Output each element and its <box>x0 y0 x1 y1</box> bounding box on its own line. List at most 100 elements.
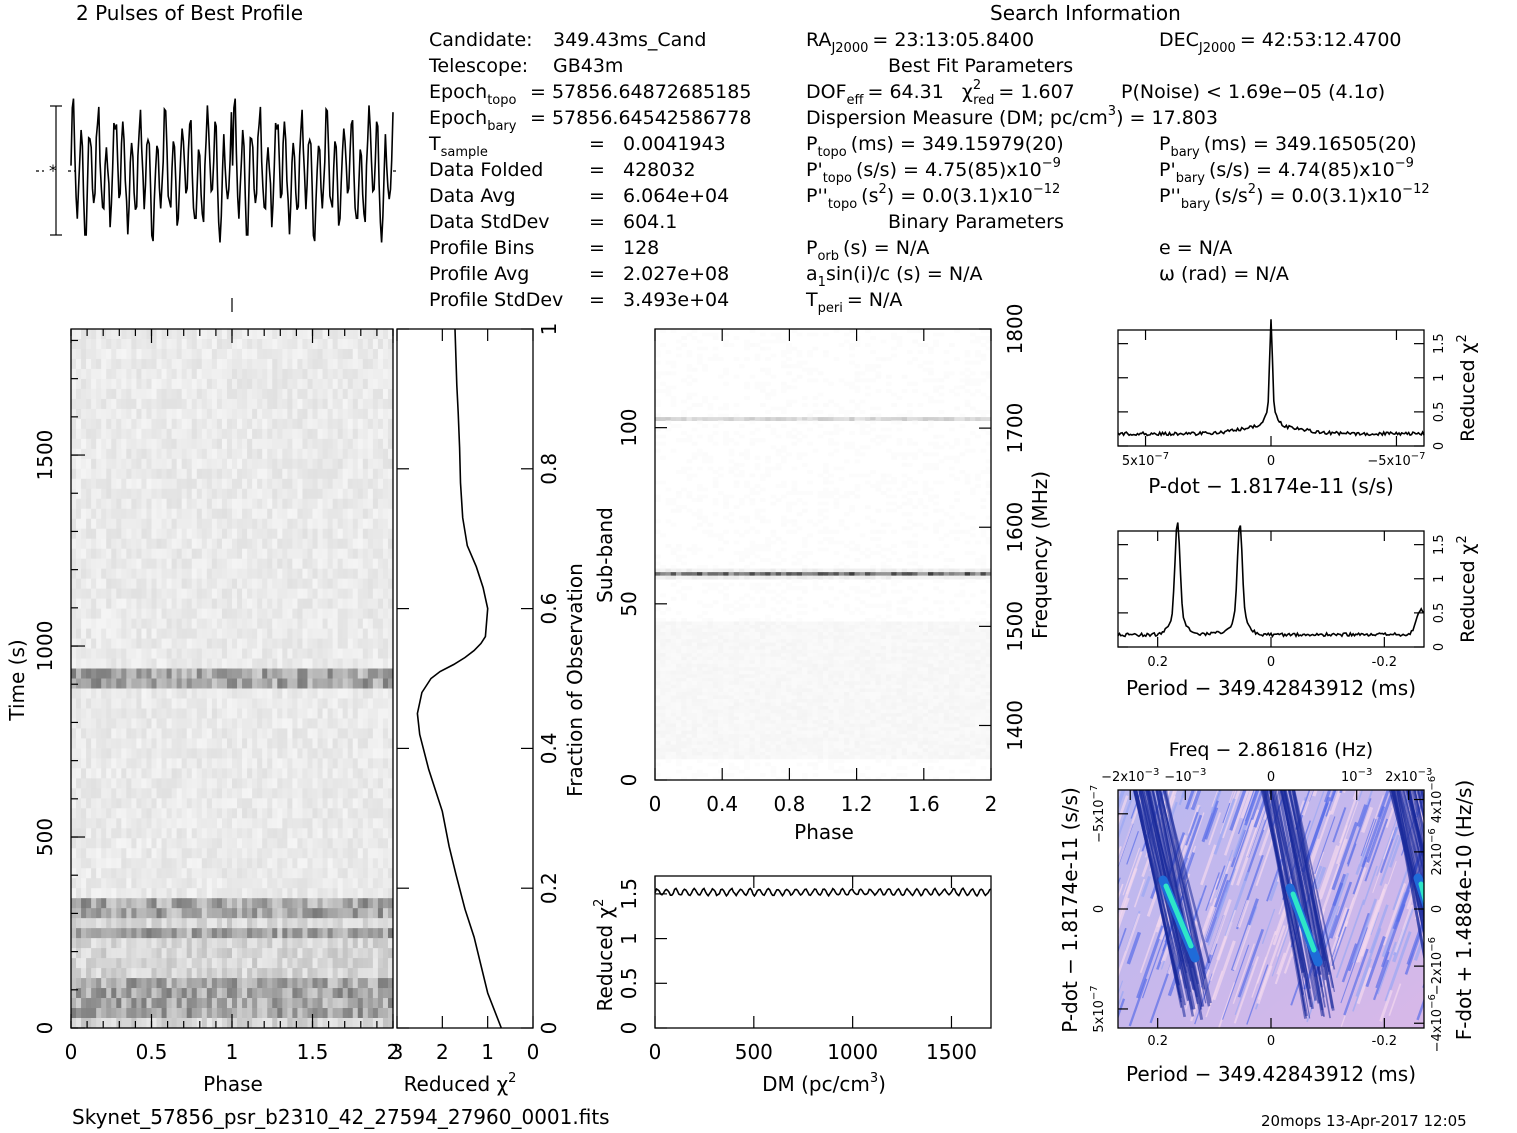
time-phase-cell <box>337 878 344 889</box>
time-phase-cell <box>347 538 354 550</box>
time-phase-cell <box>292 338 298 350</box>
subband-cell <box>686 353 693 358</box>
time-phase-cell <box>282 438 288 450</box>
subband-cell <box>781 388 787 393</box>
time-phase-cell <box>216 408 223 420</box>
time-phase-cell <box>221 329 228 340</box>
subband-cell <box>849 343 855 348</box>
time-phase-cell <box>176 668 183 679</box>
time-phase-cell <box>111 738 117 749</box>
time-phase-cell <box>332 348 339 360</box>
time-phase-cell <box>156 808 162 819</box>
time-phase-cell <box>247 918 253 929</box>
time-phase-cell <box>232 368 238 380</box>
time-phase-cell <box>282 588 288 600</box>
time-phase-cell <box>226 788 233 799</box>
time-phase-cell <box>71 1008 77 1019</box>
time-phase-cell <box>116 698 122 709</box>
time-phase-cell <box>357 418 364 430</box>
time-phase-cell <box>247 848 253 859</box>
time-phase-cell <box>161 678 167 689</box>
info-value: 428032 <box>623 159 696 181</box>
time-phase-cell <box>292 688 298 699</box>
time-phase-cell <box>96 618 102 629</box>
time-phase-cell <box>317 638 323 649</box>
time-phase-cell <box>166 848 173 859</box>
time-phase-cell <box>131 908 137 919</box>
time-phase-cell <box>221 358 228 370</box>
time-phase-cell <box>141 448 147 460</box>
time-phase-cell <box>181 358 188 370</box>
time-phase-cell <box>357 888 364 899</box>
time-phase-cell <box>247 748 253 759</box>
time-phase-cell <box>76 458 82 470</box>
time-phase-cell <box>186 548 193 560</box>
time-phase-cell <box>317 578 323 590</box>
time-phase-cell <box>166 598 173 609</box>
time-phase-cell <box>352 838 359 849</box>
time-phase-cell <box>357 608 364 619</box>
time-phase-cell <box>186 648 193 659</box>
time-phase-cell <box>322 808 328 819</box>
time-phase-cell <box>267 808 273 819</box>
time-phase-cell <box>86 948 92 959</box>
time-phase-cell <box>277 978 283 989</box>
time-phase-cell <box>297 768 303 779</box>
time-phase-cell <box>277 1008 283 1019</box>
time-phase-cell <box>257 498 263 510</box>
time-phase-cell <box>131 828 137 839</box>
time-phase-cell <box>121 688 127 699</box>
time-phase-cell <box>232 628 238 639</box>
time-phase-cell <box>166 948 173 959</box>
time-phase-cell <box>297 558 303 570</box>
time-phase-cell <box>216 988 223 999</box>
time-phase-cell <box>131 438 137 450</box>
time-phase-cell <box>327 388 334 400</box>
time-phase-cell <box>176 478 183 490</box>
time-phase-cell <box>131 338 137 350</box>
time-phase-cell <box>282 718 288 729</box>
subband-cell <box>886 357 892 362</box>
time-phase-cell <box>156 858 162 869</box>
time-phase-cell <box>71 438 77 450</box>
time-phase-cell <box>347 888 354 899</box>
time-phase-cell <box>322 648 328 659</box>
time-phase-cell <box>216 468 223 480</box>
time-phase-cell <box>146 688 152 699</box>
time-phase-cell <box>382 808 389 819</box>
subband-cell <box>907 360 913 365</box>
time-phase-cell <box>101 938 107 949</box>
time-phase-cell <box>257 728 263 739</box>
time-phase-cell <box>237 728 243 739</box>
time-phase-cell <box>86 568 92 580</box>
time-phase-cell <box>91 748 97 759</box>
time-phase-cell <box>181 628 188 639</box>
time-phase-cell <box>382 398 389 410</box>
time-phase-cell <box>191 898 198 909</box>
subband-cell <box>660 343 666 348</box>
time-phase-cell <box>267 608 273 619</box>
time-phase-cell <box>362 648 369 659</box>
time-phase-cell <box>91 938 97 949</box>
time-phase-cell <box>387 758 394 769</box>
time-phase-cell <box>372 988 379 999</box>
time-phase-cell <box>262 648 268 659</box>
time-phase-cell <box>221 738 228 749</box>
subband-cell <box>812 378 819 383</box>
time-phase-cell <box>106 708 112 719</box>
time-phase-cell <box>101 598 107 609</box>
subband-cell <box>781 364 787 369</box>
time-phase-cell <box>347 948 354 959</box>
time-phase-cell <box>201 558 208 570</box>
subband-cell <box>959 371 966 376</box>
time-phase-cell <box>262 368 268 380</box>
time-phase-cell <box>186 728 193 739</box>
time-phase-cell <box>221 778 228 789</box>
subband-cell <box>770 374 777 379</box>
time-phase-cell <box>176 638 183 649</box>
time-phase-cell <box>242 858 248 869</box>
time-phase-cell <box>91 558 97 570</box>
time-phase-cell <box>196 928 203 939</box>
time-phase-cell <box>161 998 167 1009</box>
time-phase-cell <box>382 888 389 899</box>
